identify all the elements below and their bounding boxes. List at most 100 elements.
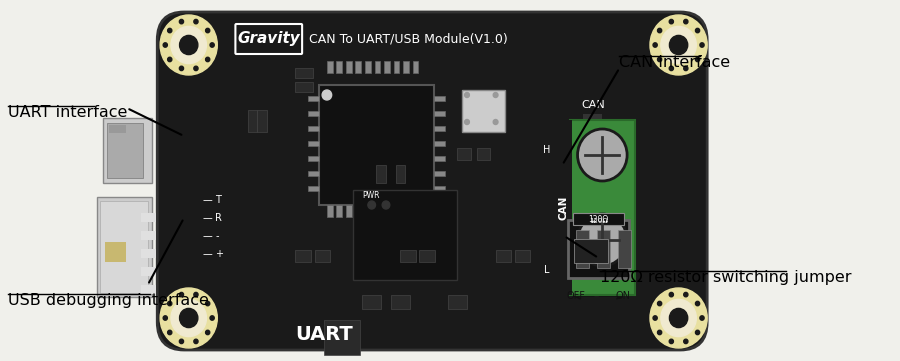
Circle shape bbox=[167, 57, 172, 62]
Circle shape bbox=[171, 26, 206, 64]
Circle shape bbox=[179, 292, 184, 297]
Text: PWR: PWR bbox=[362, 191, 380, 200]
Bar bbox=[353, 190, 457, 280]
Circle shape bbox=[696, 301, 699, 306]
Bar bbox=[374, 205, 381, 217]
Circle shape bbox=[205, 57, 210, 62]
Text: CAN interface: CAN interface bbox=[619, 55, 731, 70]
Bar bbox=[434, 186, 446, 191]
Bar bbox=[434, 141, 446, 146]
Bar bbox=[356, 61, 361, 73]
Bar bbox=[434, 126, 446, 131]
Bar bbox=[337, 205, 342, 217]
Text: OFF: OFF bbox=[566, 291, 585, 301]
Bar bbox=[141, 213, 157, 222]
Circle shape bbox=[578, 214, 627, 266]
Circle shape bbox=[205, 330, 210, 335]
Bar bbox=[308, 171, 320, 176]
Bar bbox=[141, 267, 157, 276]
Bar bbox=[463, 90, 505, 132]
Bar bbox=[141, 249, 157, 258]
Bar bbox=[384, 205, 390, 217]
Bar bbox=[413, 205, 418, 217]
Circle shape bbox=[493, 119, 498, 125]
Circle shape bbox=[205, 29, 210, 33]
Text: 120Ω resistor switching jumper: 120Ω resistor switching jumper bbox=[600, 270, 852, 285]
Circle shape bbox=[194, 292, 198, 297]
Circle shape bbox=[658, 57, 662, 62]
Circle shape bbox=[322, 90, 332, 100]
Bar bbox=[327, 61, 333, 73]
Circle shape bbox=[493, 92, 498, 97]
Circle shape bbox=[167, 301, 172, 306]
Bar bbox=[576, 230, 589, 268]
Bar bbox=[100, 201, 148, 293]
Circle shape bbox=[210, 316, 214, 320]
Bar bbox=[419, 250, 435, 262]
Text: +: + bbox=[215, 249, 223, 259]
Text: USB debugging interface: USB debugging interface bbox=[7, 293, 209, 308]
Bar bbox=[496, 250, 511, 262]
Circle shape bbox=[670, 339, 673, 344]
Circle shape bbox=[670, 292, 673, 297]
Bar bbox=[393, 205, 400, 217]
Circle shape bbox=[194, 66, 198, 71]
Bar bbox=[295, 68, 312, 78]
Bar bbox=[403, 205, 409, 217]
Circle shape bbox=[650, 288, 707, 348]
Bar bbox=[362, 295, 382, 309]
FancyBboxPatch shape bbox=[236, 24, 302, 54]
Bar bbox=[434, 156, 446, 161]
Circle shape bbox=[684, 292, 688, 297]
Text: -: - bbox=[215, 231, 219, 241]
Bar bbox=[346, 205, 352, 217]
Circle shape bbox=[670, 308, 688, 327]
Text: 120Ω: 120Ω bbox=[589, 215, 608, 224]
Bar bbox=[365, 205, 371, 217]
Text: H: H bbox=[543, 145, 550, 155]
Circle shape bbox=[650, 15, 707, 75]
Circle shape bbox=[684, 339, 688, 344]
Text: 120Ω: 120Ω bbox=[590, 218, 608, 224]
Bar bbox=[434, 111, 446, 116]
Bar bbox=[109, 125, 126, 133]
Text: T: T bbox=[215, 195, 221, 205]
Bar bbox=[413, 61, 418, 73]
Bar bbox=[308, 156, 320, 161]
Bar bbox=[391, 295, 410, 309]
Bar bbox=[308, 111, 320, 116]
Bar bbox=[295, 250, 310, 262]
Circle shape bbox=[167, 330, 172, 335]
Circle shape bbox=[696, 330, 699, 335]
Bar bbox=[257, 110, 267, 132]
Bar bbox=[141, 231, 157, 240]
Circle shape bbox=[700, 316, 704, 320]
Bar bbox=[97, 197, 152, 297]
Circle shape bbox=[700, 43, 704, 47]
Bar bbox=[570, 120, 634, 295]
Circle shape bbox=[670, 35, 688, 55]
Circle shape bbox=[179, 19, 184, 24]
Circle shape bbox=[684, 19, 688, 24]
Circle shape bbox=[194, 339, 198, 344]
Bar bbox=[308, 141, 320, 146]
Bar bbox=[403, 61, 409, 73]
Circle shape bbox=[163, 316, 167, 320]
Bar bbox=[346, 61, 352, 73]
Bar bbox=[308, 186, 320, 191]
Text: CAN: CAN bbox=[580, 100, 605, 110]
Bar bbox=[327, 205, 333, 217]
Circle shape bbox=[179, 339, 184, 344]
Bar bbox=[104, 242, 126, 262]
Text: —: — bbox=[203, 231, 212, 241]
Circle shape bbox=[658, 29, 662, 33]
Circle shape bbox=[171, 299, 206, 336]
Bar bbox=[308, 96, 320, 101]
Bar bbox=[337, 61, 342, 73]
Circle shape bbox=[160, 288, 217, 348]
Text: CAN: CAN bbox=[558, 195, 568, 220]
Circle shape bbox=[160, 15, 217, 75]
Circle shape bbox=[661, 299, 697, 336]
Bar bbox=[457, 148, 471, 160]
Bar bbox=[554, 120, 572, 295]
